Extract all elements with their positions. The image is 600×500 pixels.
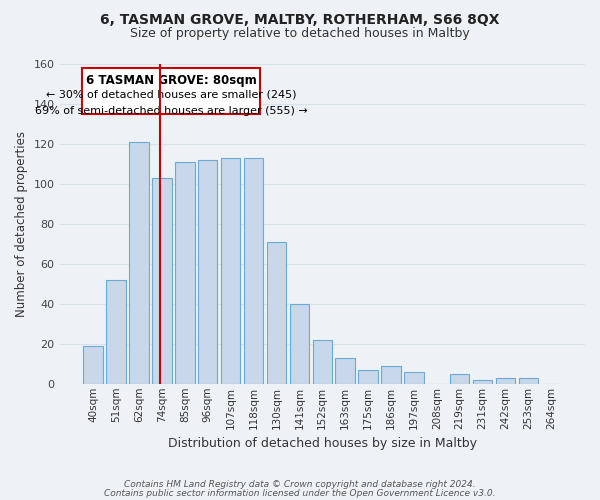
Text: Contains public sector information licensed under the Open Government Licence v3: Contains public sector information licen… — [104, 489, 496, 498]
Bar — [496, 378, 515, 384]
Bar — [381, 366, 401, 384]
Bar — [221, 158, 241, 384]
Bar — [175, 162, 194, 384]
Text: Contains HM Land Registry data © Crown copyright and database right 2024.: Contains HM Land Registry data © Crown c… — [124, 480, 476, 489]
Bar — [404, 372, 424, 384]
Bar — [106, 280, 126, 384]
Bar — [473, 380, 493, 384]
Bar — [152, 178, 172, 384]
FancyBboxPatch shape — [82, 68, 260, 114]
Bar — [335, 358, 355, 384]
Y-axis label: Number of detached properties: Number of detached properties — [15, 131, 28, 317]
Text: 6 TASMAN GROVE: 80sqm: 6 TASMAN GROVE: 80sqm — [86, 74, 256, 87]
Bar — [129, 142, 149, 384]
Bar — [244, 158, 263, 384]
Bar — [519, 378, 538, 384]
Bar — [198, 160, 217, 384]
Text: ← 30% of detached houses are smaller (245): ← 30% of detached houses are smaller (24… — [46, 90, 296, 100]
Bar — [83, 346, 103, 384]
Bar — [290, 304, 309, 384]
Text: Size of property relative to detached houses in Maltby: Size of property relative to detached ho… — [130, 28, 470, 40]
Text: 6, TASMAN GROVE, MALTBY, ROTHERHAM, S66 8QX: 6, TASMAN GROVE, MALTBY, ROTHERHAM, S66 … — [100, 12, 500, 26]
Bar — [267, 242, 286, 384]
X-axis label: Distribution of detached houses by size in Maltby: Distribution of detached houses by size … — [168, 437, 477, 450]
Bar — [358, 370, 378, 384]
Text: 69% of semi-detached houses are larger (555) →: 69% of semi-detached houses are larger (… — [35, 106, 307, 116]
Bar — [313, 340, 332, 384]
Bar — [450, 374, 469, 384]
